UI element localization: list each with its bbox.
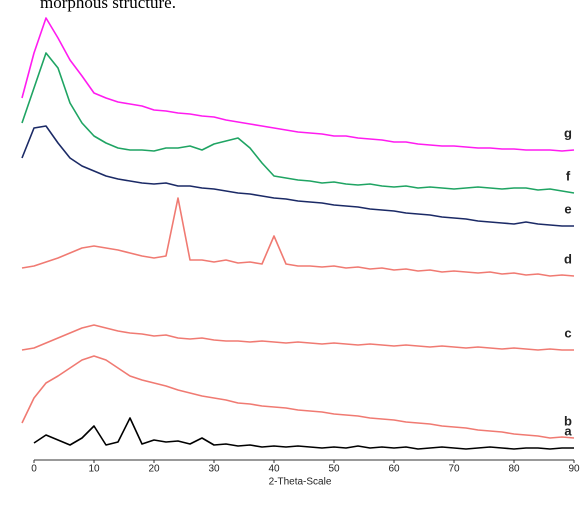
x-tick-label: 20 (148, 464, 160, 475)
x-axis-label: 2-Theta-Scale (269, 477, 332, 488)
x-tick-label: 40 (268, 464, 280, 475)
series-line (33, 417, 574, 450)
series-label: e (564, 201, 571, 216)
series-label: d (564, 251, 572, 266)
x-tick-label: 90 (568, 464, 580, 475)
annotation: morphous structure. (40, 0, 176, 12)
x-tick-label: 60 (388, 464, 400, 475)
series-line (21, 125, 574, 227)
series-line (21, 355, 575, 439)
x-tick-label: 0 (31, 464, 37, 475)
series-line (21, 17, 575, 152)
series-label: f (566, 168, 571, 183)
x-tick-label: 80 (508, 464, 520, 475)
series-label: b (564, 413, 572, 428)
x-tick-label: 10 (88, 464, 100, 475)
series-line (21, 324, 574, 351)
x-tick-label: 70 (448, 464, 460, 475)
series-label: g (564, 125, 572, 140)
series-label: a (564, 423, 572, 438)
series-line (21, 197, 575, 277)
series-label: c (564, 325, 571, 340)
series-line (21, 52, 575, 194)
x-tick-label: 50 (328, 464, 340, 475)
x-tick-label: 30 (208, 464, 220, 475)
